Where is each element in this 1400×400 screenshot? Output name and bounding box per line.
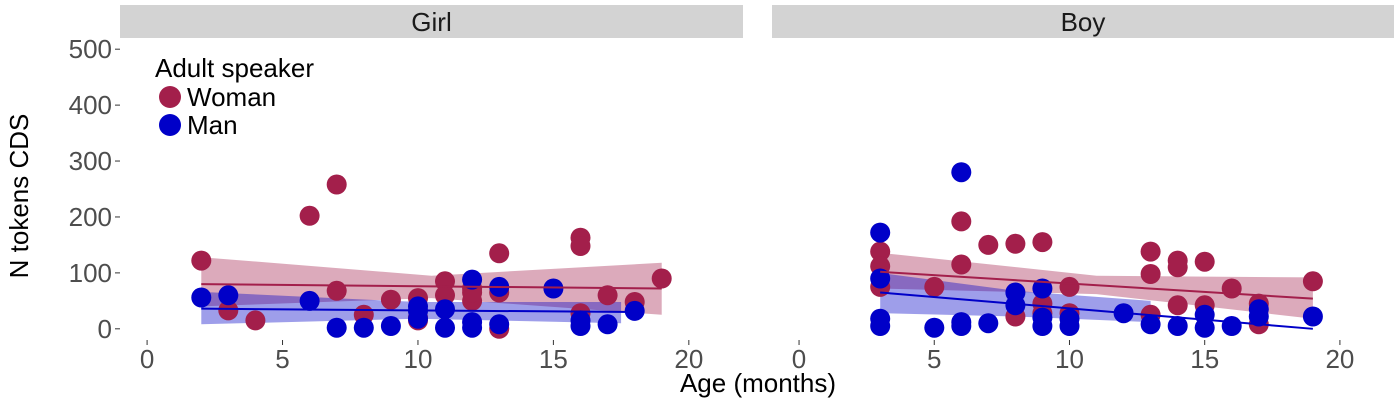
data-point-man: [299, 290, 320, 311]
data-point-man: [353, 317, 374, 338]
data-point-man: [978, 313, 999, 334]
data-point-man: [408, 308, 428, 329]
facet-strip-boy: [772, 5, 1394, 38]
data-point-woman: [435, 285, 455, 306]
data-point-man: [489, 314, 510, 335]
data-point-man: [435, 299, 455, 320]
data-point-man: [1032, 316, 1053, 336]
data-point-woman: [1005, 233, 1026, 254]
facet-strip-label-boy: Boy: [1061, 7, 1106, 37]
panels-layer: Girl 0 5 10 15 20 Boy 0 5 10 15 20: [120, 5, 1394, 374]
data-point-woman: [570, 236, 591, 256]
data-point-man: [624, 300, 645, 321]
data-point-man: [462, 317, 483, 338]
legend-key-man: [159, 114, 181, 136]
data-point-man: [1302, 306, 1323, 327]
data-point-woman: [951, 211, 972, 232]
data-point-woman: [1059, 276, 1080, 297]
y-tick-label: 400: [69, 90, 112, 120]
x-tick-label: 15: [1190, 344, 1219, 374]
y-tick-label: 300: [69, 146, 112, 176]
legend-key-woman: [159, 86, 181, 108]
data-point-man: [1005, 295, 1026, 316]
data-point-man: [543, 278, 564, 299]
data-point-woman: [1032, 232, 1053, 253]
x-tick-label: 5: [275, 344, 289, 374]
y-tick-label: 500: [69, 34, 112, 64]
data-point-woman: [299, 205, 320, 226]
x-tick-label: 20: [1325, 344, 1354, 374]
data-point-woman: [245, 310, 266, 331]
data-point-woman: [978, 234, 999, 255]
data-point-man: [1032, 278, 1053, 299]
data-point-man: [1221, 316, 1242, 336]
data-point-woman: [870, 241, 891, 262]
data-point-man: [951, 162, 972, 183]
data-point-man: [870, 316, 891, 336]
x-tick-label: 10: [1055, 344, 1084, 374]
data-point-man: [597, 314, 618, 335]
y-axis: 0 100 200 300 400 500: [69, 34, 120, 344]
data-point-man: [218, 285, 239, 306]
data-point-woman: [191, 250, 212, 271]
data-point-man: [191, 287, 212, 308]
data-point-man: [870, 222, 891, 243]
data-point-man: [1140, 314, 1161, 335]
y-tick-label: 100: [69, 258, 112, 288]
legend-label-woman: Woman: [187, 82, 276, 112]
facet-strip-girl: [120, 5, 743, 38]
data-point-man: [924, 317, 945, 338]
data-point-woman: [951, 254, 972, 275]
x-tick-label: 5: [927, 344, 941, 374]
data-point-woman: [489, 243, 510, 264]
x-tick-label: 20: [674, 344, 703, 374]
trend-line-woman: [880, 270, 1313, 300]
x-tick-label: 0: [140, 344, 154, 374]
data-point-woman: [1140, 264, 1161, 284]
data-point-man: [570, 316, 591, 336]
trend-line-man: [201, 307, 635, 314]
x-tick-label: 15: [539, 344, 568, 374]
x-axis-title: Age (months): [680, 368, 836, 398]
x-tick-label: 0: [792, 344, 806, 374]
data-point-man: [326, 317, 347, 338]
data-point-woman: [326, 280, 347, 301]
data-point-woman: [597, 285, 618, 306]
data-point-man: [380, 316, 401, 336]
y-tick-label: 200: [69, 202, 112, 232]
data-point-man: [1194, 317, 1215, 338]
data-point-woman: [1302, 271, 1323, 292]
data-point-man: [1248, 306, 1269, 327]
data-point-man: [870, 268, 891, 289]
data-point-woman: [1167, 257, 1188, 278]
data-point-woman: [1167, 295, 1188, 316]
legend-title: Adult speaker: [155, 53, 314, 83]
data-point-man: [435, 317, 455, 338]
x-tick-label: 10: [403, 344, 432, 374]
data-point-man: [1167, 316, 1188, 336]
panel-girl: Girl 0 5 10 15 20: [120, 5, 743, 374]
data-point-woman: [924, 276, 945, 297]
panel-boy: Boy 0 5 10 15 20: [772, 5, 1394, 374]
y-axis-title: N tokens CDS: [4, 114, 34, 279]
data-point-woman: [326, 174, 347, 195]
legend-label-man: Man: [187, 110, 238, 140]
data-point-woman: [380, 289, 401, 310]
data-point-woman: [1194, 251, 1215, 272]
y-tick-label: 0: [98, 314, 112, 344]
facet-strip-label-girl: Girl: [411, 7, 451, 37]
data-point-man: [951, 316, 972, 336]
data-point-man: [462, 269, 483, 290]
trend-line-man: [880, 291, 1313, 330]
data-point-woman: [651, 268, 672, 289]
data-point-woman: [218, 300, 239, 321]
data-point-man: [1059, 316, 1080, 336]
data-point-woman: [1140, 241, 1161, 262]
trend-line-woman: [201, 283, 662, 290]
data-point-woman: [1221, 278, 1242, 299]
